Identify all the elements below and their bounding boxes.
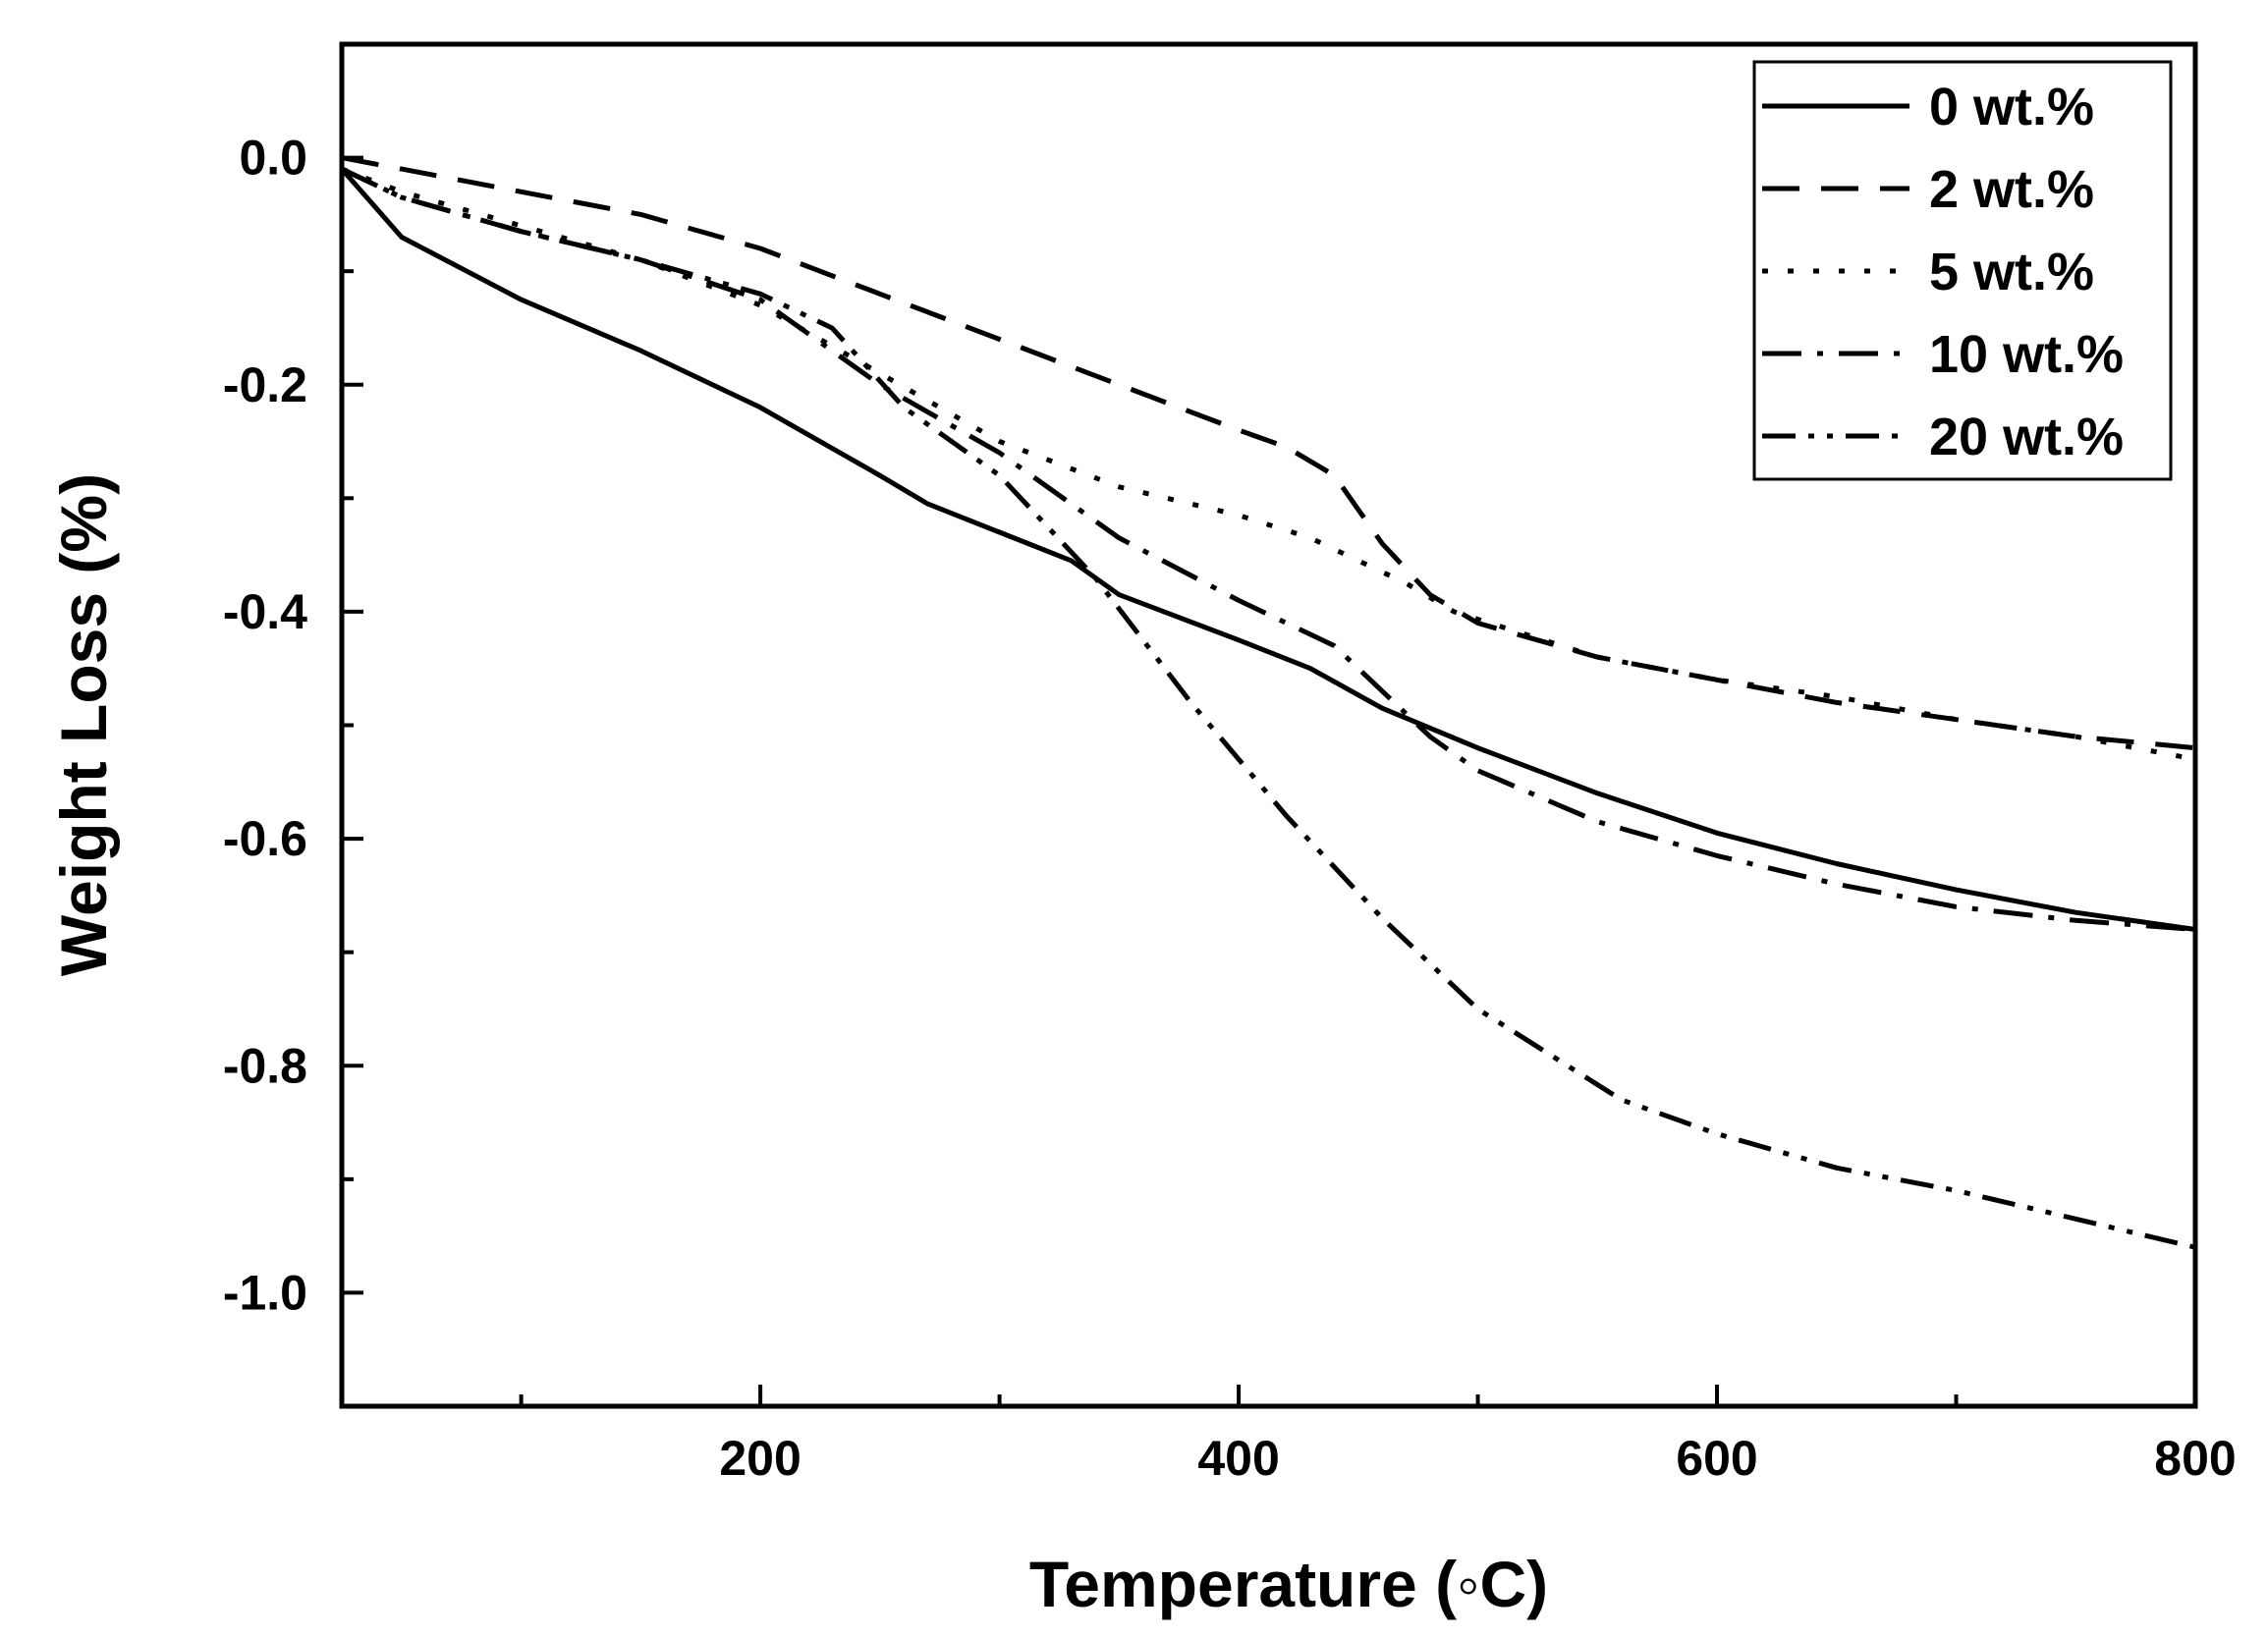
series-layer	[340, 155, 2196, 1250]
legend-label: 0 wt.%	[1929, 78, 2094, 136]
y-tick-label: -0.6	[223, 811, 307, 866]
series-line-4	[340, 166, 2196, 1250]
x-tick-label: 800	[2154, 1431, 2236, 1486]
y-tick-label: -0.4	[223, 584, 307, 639]
legend-label: 2 wt.%	[1929, 160, 2094, 219]
y-axis-title: Weight Loss (%)	[47, 473, 120, 976]
x-tick-label: 400	[1197, 1431, 1279, 1486]
x-axis-title: Temperature (◦C)	[1029, 1548, 1548, 1620]
y-tick-label: -1.0	[223, 1265, 307, 1320]
legend-label: 10 wt.%	[1929, 325, 2124, 384]
x-tick-label: 200	[719, 1431, 801, 1486]
plot-frame	[339, 41, 2198, 1409]
legend-label: 20 wt.%	[1929, 408, 2124, 466]
y-tick-label: -0.8	[223, 1038, 307, 1093]
series-line-0	[340, 167, 2196, 932]
y-tick-label: 0.0	[239, 131, 307, 186]
x-tick-label: 600	[1676, 1431, 1757, 1486]
y-tick-label: -0.2	[223, 357, 307, 412]
legend-entries: 0 wt.% 2 wt.% 5 wt.% 10 wt.% 20 wt.%	[1762, 78, 2124, 466]
legend-label: 5 wt.%	[1929, 243, 2094, 301]
legend: 0 wt.% 2 wt.% 5 wt.% 10 wt.% 20 wt.%	[1752, 60, 2173, 481]
series-line-3	[340, 166, 2196, 932]
legend-box	[1752, 60, 2173, 481]
